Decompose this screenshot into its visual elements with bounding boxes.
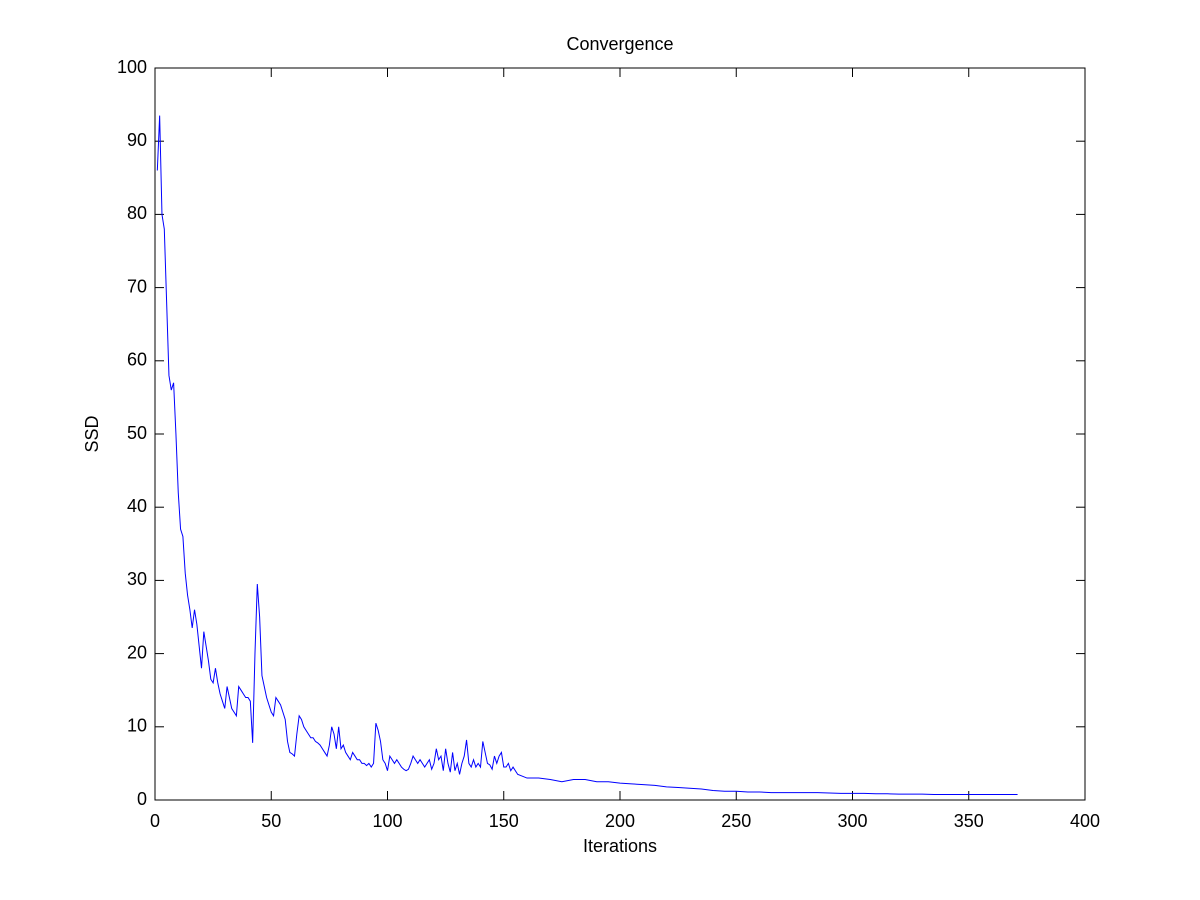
y-tick-label: 20 [127,642,147,662]
y-tick-label: 70 [127,276,147,296]
y-tick-label: 90 [127,130,147,150]
x-tick-label: 300 [837,811,867,831]
x-tick-label: 400 [1070,811,1100,831]
y-tick-label: 40 [127,496,147,516]
y-tick-label: 60 [127,350,147,370]
y-tick-label: 100 [117,57,147,77]
x-tick-label: 100 [372,811,402,831]
x-tick-label: 150 [489,811,519,831]
x-tick-label: 200 [605,811,635,831]
chart-title: Convergence [566,34,673,54]
x-tick-label: 250 [721,811,751,831]
y-axis-label: SSD [82,415,102,452]
y-tick-label: 30 [127,569,147,589]
x-axis-label: Iterations [583,836,657,856]
y-tick-label: 10 [127,716,147,736]
plot-frame [154,67,1086,801]
data-line [156,115,1018,796]
x-tick-label: 50 [261,811,281,831]
x-tick-label: 350 [954,811,984,831]
y-tick-label: 50 [127,423,147,443]
y-tick-label: 80 [127,203,147,223]
y-tick-label: 0 [137,789,147,809]
x-tick-label: 0 [150,811,160,831]
